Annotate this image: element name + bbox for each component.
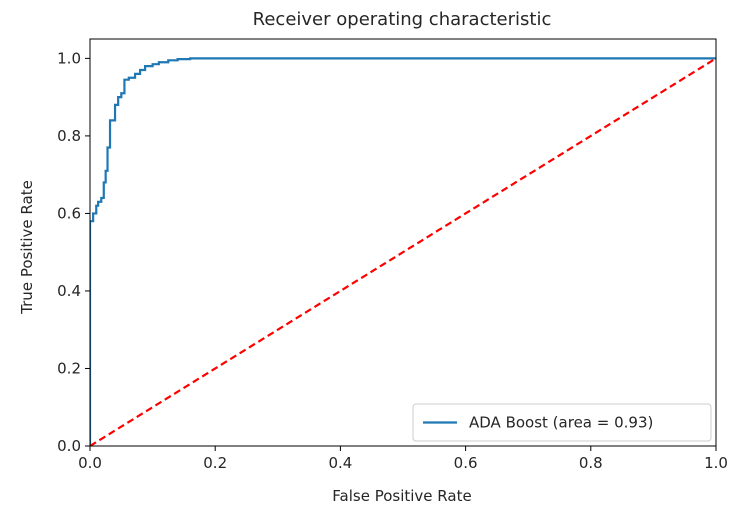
x-tick-label: 0.0	[78, 454, 102, 472]
chart-title: Receiver operating characteristic	[253, 9, 552, 30]
y-tick-label: 0.4	[57, 282, 81, 300]
plot-frame	[89, 38, 717, 447]
x-axis-label: False Positive Rate	[332, 487, 471, 505]
x-tick-label: 0.4	[328, 454, 352, 472]
plot-area: 0.0 0.2 0.4 0.6 0.8 1.0 0.0 0.2 0.4 0.6 0.8 1.0	[57, 38, 728, 472]
legend: ADA Boost (area = 0.93)	[412, 403, 712, 442]
legend-box	[412, 403, 712, 442]
x-tick-label: 1.0	[704, 454, 728, 472]
y-tick-label: 0.8	[57, 127, 81, 145]
y-tick-label: 0.2	[57, 359, 81, 377]
legend-label: ADA Boost (area = 0.93)	[469, 414, 653, 432]
diagonal-reference-line	[90, 57, 716, 446]
x-tick-label: 0.6	[454, 454, 478, 472]
y-tick-label: 0.6	[57, 204, 81, 222]
y-tick-label: 1.0	[57, 49, 81, 67]
x-tick-label: 0.2	[203, 454, 227, 472]
y-tick-label: 0.0	[57, 437, 81, 455]
x-tick-label: 0.8	[579, 454, 603, 472]
roc-curve-line	[90, 57, 716, 446]
y-axis-label: True Positive Rate	[18, 180, 36, 315]
